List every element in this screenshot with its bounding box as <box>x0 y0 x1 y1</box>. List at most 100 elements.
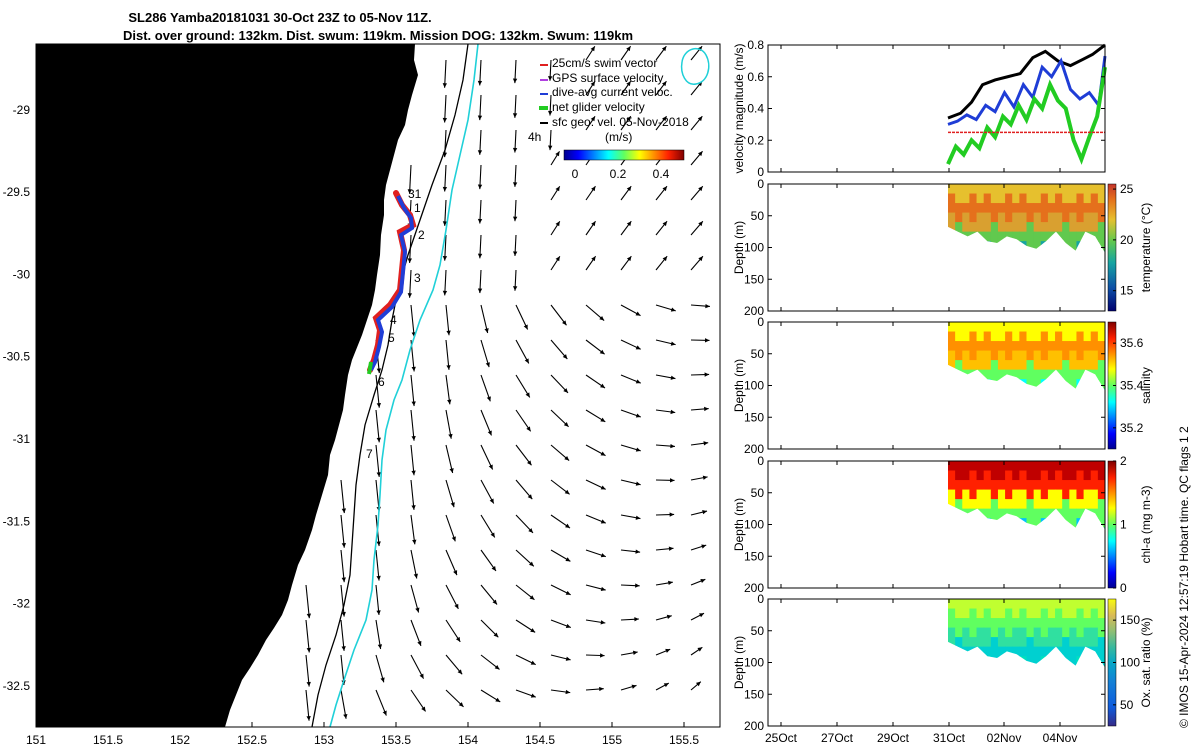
track-line <box>369 195 415 371</box>
heatmap-cell <box>983 203 992 214</box>
current-arrow-head <box>442 186 448 192</box>
heatmap-cell <box>976 489 985 500</box>
heatmap-cell <box>997 637 1006 648</box>
current-arrow-head <box>341 611 346 617</box>
heatmap-cell <box>1033 212 1042 223</box>
heatmap-cell <box>990 222 999 233</box>
heatmap-cell <box>997 627 1006 638</box>
heatmap-cell <box>1012 203 1020 214</box>
heatmap-cell <box>1055 222 1063 233</box>
current-arrow-head <box>635 311 641 316</box>
heatmap-cell <box>1019 499 1027 510</box>
heatmap-cell <box>1076 322 1085 333</box>
heatmap-cell <box>1083 637 1092 648</box>
current-arrow-head <box>662 221 668 227</box>
heatmap-cell <box>990 480 999 491</box>
heatmap-cell <box>1083 331 1092 342</box>
day-label: 6 <box>378 375 385 389</box>
heatmap-cell <box>983 193 992 204</box>
current-arrow-head <box>632 650 638 655</box>
current-arrow-head <box>635 447 641 452</box>
current-arrow-head <box>380 677 385 683</box>
current-arrow-head <box>530 660 536 665</box>
current-arrow-head <box>591 256 596 262</box>
legend-swatch-dive <box>540 93 548 95</box>
heatmap-cell <box>1076 508 1085 519</box>
current-arrow-head <box>377 644 383 649</box>
current-arrow-head <box>698 221 703 227</box>
heatmap-cell <box>1047 193 1056 204</box>
heatmap-cell <box>1062 203 1070 214</box>
current-arrow <box>445 444 454 474</box>
heatmap-cell <box>976 599 985 610</box>
current-arrow-head <box>306 613 312 619</box>
heatmap-cell <box>1076 470 1085 481</box>
map-y-ticks: -29 -29.5 -30 -30.5 -31 -31.5 -32 -32.5 <box>3 103 41 693</box>
heatmap-cell <box>955 470 963 481</box>
heatmap-cell <box>962 331 970 342</box>
heatmap-cell <box>1076 499 1085 510</box>
current-arrow-head <box>421 706 426 712</box>
legend-swatch-gps <box>540 79 548 81</box>
heatmap-cell <box>1019 508 1027 519</box>
current-arrow-head <box>555 256 560 262</box>
heatmap-cell <box>976 608 985 619</box>
heatmap-cell <box>1026 369 1035 380</box>
current-arrow-head <box>490 532 495 538</box>
current-arrow <box>409 164 412 194</box>
heatmap-cell <box>1055 184 1063 195</box>
map-panel: 31 1 2 3 4 5 6 7 25cm/s swim vector GPS … <box>3 43 721 747</box>
heatmap-cell <box>1019 470 1027 481</box>
title-line-1: SL286 Yamba20181031 30-Oct 23Z to 05-Nov… <box>128 10 431 25</box>
heatmap-cell <box>983 222 992 233</box>
current-arrow-head <box>442 290 448 296</box>
current-arrow-head <box>376 437 381 443</box>
heatmap-cell <box>976 470 985 481</box>
heatmap-cell <box>1076 231 1085 242</box>
heatmap-cell <box>1005 350 1013 361</box>
heatmap-cell <box>1055 489 1063 500</box>
heatmap-cell <box>948 470 956 481</box>
heatmap-cell <box>997 341 1006 352</box>
current-arrow-head <box>698 186 703 192</box>
y-tick-label: 100 <box>744 656 764 670</box>
heatmap-cell <box>990 608 999 619</box>
current-arrow-head <box>565 523 570 529</box>
y-tick-label: 50 <box>751 486 765 500</box>
current-arrow <box>340 584 345 617</box>
current-arrow-head <box>565 623 571 628</box>
track-time-label: 4h <box>528 130 541 144</box>
heatmap-cell <box>969 212 978 223</box>
heatmap-cell <box>948 203 956 214</box>
series-line <box>947 55 1107 126</box>
heatmap-cell <box>969 322 978 333</box>
colorbar-tick-label: 0 <box>1120 581 1127 595</box>
heatmap-cell <box>948 627 956 638</box>
current-arrow-head <box>698 256 703 262</box>
heatmap-cell <box>1019 627 1027 638</box>
current-arrow-head <box>413 573 418 579</box>
current-arrow-head <box>477 218 483 224</box>
current-arrow-head <box>590 46 595 52</box>
current-arrow <box>445 304 450 336</box>
y-axis-label: Depth (m) <box>732 359 746 412</box>
heatmap-cell <box>1005 499 1013 510</box>
heatmap-cell <box>962 470 970 481</box>
title-line-2: Dist. over ground: 132km. Dist. swum: 11… <box>123 28 633 43</box>
heatmap-cell <box>1069 231 1077 242</box>
heatmap-cell <box>1040 350 1049 361</box>
heatmap-cell <box>1097 518 1105 529</box>
current-arrow-head <box>631 684 637 689</box>
heatmap-cell <box>1026 231 1035 242</box>
map-x-tick-label: 155 <box>602 733 622 747</box>
heatmap-cell <box>1055 637 1063 648</box>
heatmap-cell <box>955 618 963 629</box>
heatmap-cell <box>969 350 978 361</box>
heatmap-cell <box>1047 480 1056 491</box>
heatmap-cell <box>1055 599 1063 610</box>
x-tick-label: 27Oct <box>821 731 854 745</box>
heatmap-cell <box>1033 341 1042 352</box>
heatmap-cell <box>1076 618 1085 629</box>
heatmap-cell <box>1026 599 1035 610</box>
heatmap-cell <box>1005 646 1013 657</box>
